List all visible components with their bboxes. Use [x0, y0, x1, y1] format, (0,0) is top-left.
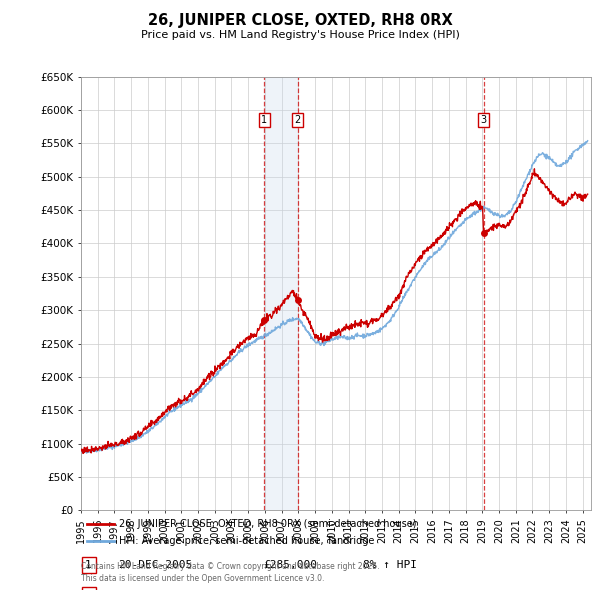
Text: 1: 1 [85, 560, 92, 570]
Text: Price paid vs. HM Land Registry's House Price Index (HPI): Price paid vs. HM Land Registry's House … [140, 31, 460, 40]
Text: Contains HM Land Registry data © Crown copyright and database right 2025.
This d: Contains HM Land Registry data © Crown c… [81, 562, 380, 583]
Text: £285,000: £285,000 [263, 560, 317, 570]
Text: HPI: Average price, semi-detached house, Tandridge: HPI: Average price, semi-detached house,… [119, 536, 374, 546]
Text: 26, JUNIPER CLOSE, OXTED, RH8 0RX (semi-detached house): 26, JUNIPER CLOSE, OXTED, RH8 0RX (semi-… [119, 519, 417, 529]
Text: 3: 3 [481, 115, 487, 125]
Text: 20-DEC-2005: 20-DEC-2005 [118, 560, 192, 570]
Text: 26, JUNIPER CLOSE, OXTED, RH8 0RX: 26, JUNIPER CLOSE, OXTED, RH8 0RX [148, 13, 452, 28]
Bar [264, 77, 298, 510]
Text: 1: 1 [261, 115, 268, 125]
Text: 8% ↑ HPI: 8% ↑ HPI [363, 560, 417, 570]
Text: 2: 2 [295, 115, 301, 125]
